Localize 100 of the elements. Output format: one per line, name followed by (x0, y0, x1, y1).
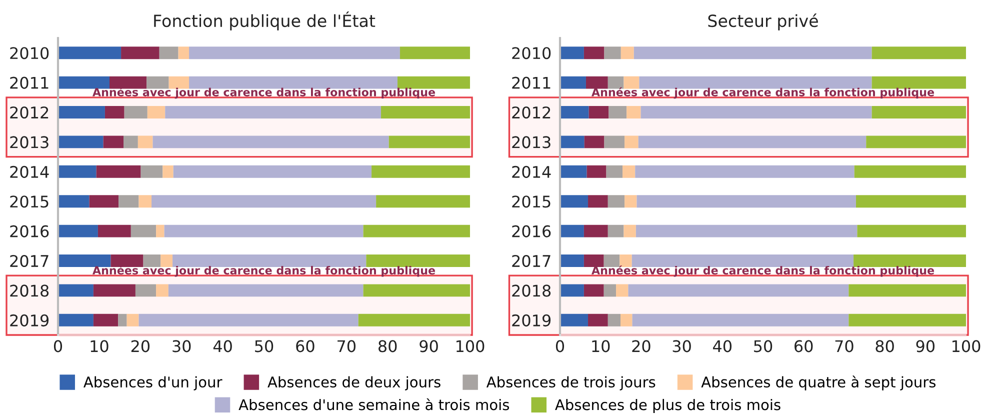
bar (560, 76, 586, 89)
x-tick-label: 20 (632, 340, 650, 352)
bar (189, 76, 398, 89)
bar (588, 106, 609, 118)
bar (604, 136, 625, 148)
bar (604, 46, 621, 60)
bar (584, 46, 604, 60)
bar (104, 106, 124, 118)
bar (866, 136, 966, 148)
bar (856, 195, 966, 208)
bar (138, 314, 358, 326)
bar (636, 195, 856, 208)
bar (164, 224, 364, 238)
bar (635, 165, 854, 178)
bar (560, 195, 588, 208)
bar (604, 254, 620, 267)
band-label: Années avec jour de carence dans la fonction publique (92, 87, 436, 99)
x-tick-label: 30 (172, 340, 191, 352)
x-tick-label: 50 (754, 340, 772, 352)
bar (363, 224, 470, 238)
bar (872, 76, 966, 89)
bar (172, 254, 366, 267)
bar (584, 136, 604, 148)
bar (626, 106, 641, 118)
y-tick-label: 2012 (10, 106, 48, 119)
x-tick-label: 50 (255, 340, 274, 352)
bar (160, 254, 173, 267)
x-tick-label: 30 (672, 340, 691, 352)
y-tick-label: 2010 (10, 47, 49, 60)
x-tick-label: 90 (420, 340, 438, 352)
bar (872, 106, 966, 118)
bar (854, 165, 966, 178)
y-tick-label: 2016 (10, 225, 49, 238)
bar (620, 314, 632, 326)
bar (118, 314, 127, 326)
bar (168, 76, 190, 89)
bar (588, 195, 608, 208)
bar (608, 224, 624, 238)
bar (606, 165, 623, 178)
bar (138, 195, 152, 208)
bar (632, 314, 849, 326)
bar (634, 46, 872, 60)
bar (178, 46, 190, 60)
bar (584, 254, 604, 267)
bar (124, 136, 138, 148)
bar (624, 76, 640, 89)
x-tick-label: 20 (131, 340, 150, 352)
bar (622, 165, 636, 178)
x-tick-label: 60 (794, 340, 813, 352)
y-tick-label: 2015 (512, 196, 550, 208)
legend-label: Absences d'un jour (84, 376, 222, 390)
bar (165, 106, 382, 118)
y-tick-label: 2018 (10, 284, 49, 297)
bar (584, 224, 608, 238)
bar (93, 314, 118, 326)
bar (58, 106, 105, 118)
bar (588, 314, 608, 326)
bar (640, 106, 872, 118)
x-tick-label: 90 (916, 340, 934, 352)
bar (93, 284, 136, 297)
bar (103, 136, 124, 148)
bar (168, 284, 364, 297)
bar (586, 165, 606, 178)
x-tick-label: 100 (952, 340, 980, 352)
legend-label: Absences d'une semaine à trois mois (238, 398, 510, 410)
bar (143, 254, 161, 267)
bar (560, 106, 589, 118)
x-tick-label: 70 (835, 340, 854, 352)
y-tick-label: 2012 (512, 106, 550, 119)
y-tick-label: 2011 (10, 76, 48, 89)
bar (58, 195, 90, 208)
bar (173, 165, 372, 178)
bar (620, 254, 632, 267)
bar (560, 284, 584, 297)
x-tick-label: 70 (338, 340, 356, 352)
x-tick-label: 80 (378, 340, 397, 352)
bar (560, 224, 584, 238)
bar (189, 46, 400, 60)
x-tick-label: 100 (456, 340, 484, 352)
chart-title: Fonction publique de l'État (154, 11, 376, 30)
y-tick-label: 2013 (512, 136, 550, 148)
bar (156, 284, 168, 297)
bar (126, 314, 139, 326)
bar (560, 46, 584, 60)
legend-label: Absences de plus de trois mois (555, 398, 780, 414)
legend-label: Absences de trois jours (486, 376, 656, 390)
bar (616, 284, 628, 297)
bar (130, 224, 156, 238)
bar (608, 314, 620, 326)
bar (162, 165, 174, 178)
bar (156, 224, 164, 238)
y-tick-label: 2018 (512, 284, 551, 297)
bar (624, 224, 636, 238)
y-tick-label: 2014 (10, 166, 49, 178)
bar (110, 76, 147, 89)
bar (58, 284, 94, 297)
bar (376, 195, 470, 208)
bar (366, 254, 470, 267)
y-tick-label: 2013 (10, 136, 48, 148)
bar (124, 106, 148, 118)
